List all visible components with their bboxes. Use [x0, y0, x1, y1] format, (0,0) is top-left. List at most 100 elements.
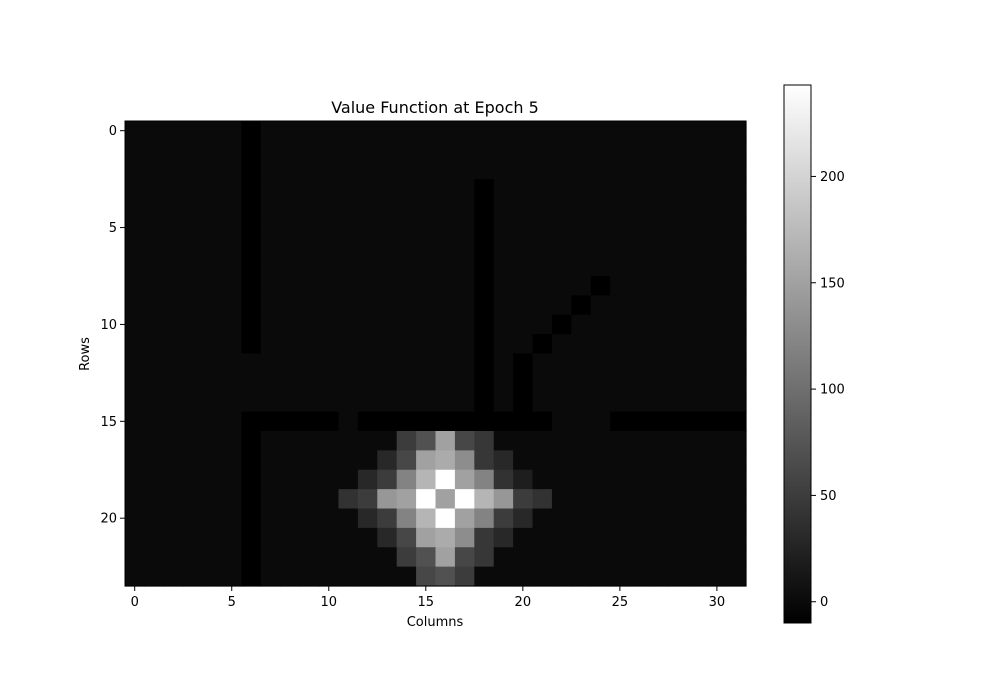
heatmap-cell	[396, 276, 417, 296]
heatmap-cell	[610, 140, 631, 161]
heatmap-cell	[396, 392, 417, 413]
heatmap-cell	[319, 121, 340, 141]
heatmap-cell	[222, 372, 243, 393]
heatmap-cell	[241, 527, 262, 548]
heatmap-cell	[590, 179, 611, 200]
heatmap-cell	[260, 217, 281, 238]
heatmap-cell	[532, 489, 553, 510]
heatmap-cell	[629, 334, 650, 355]
heatmap-cell	[202, 276, 223, 296]
heatmap-cell	[687, 469, 708, 490]
heatmap-cell	[474, 353, 495, 374]
heatmap-cell	[513, 353, 534, 374]
heatmap-cell	[260, 256, 281, 277]
heatmap-cell	[222, 140, 243, 161]
heatmap-cell	[571, 411, 592, 432]
heatmap-cell	[377, 334, 398, 355]
heatmap-cell	[668, 508, 689, 529]
heatmap-cell	[707, 121, 728, 141]
heatmap-cell	[629, 450, 650, 471]
heatmap-cell	[280, 217, 301, 238]
heatmap-cell	[183, 237, 204, 258]
heatmap-cell	[416, 237, 437, 258]
heatmap-cell	[668, 547, 689, 568]
heatmap-cell	[590, 431, 611, 451]
heatmap-cell	[629, 489, 650, 510]
heatmap-cell	[338, 217, 359, 238]
heatmap-cell	[726, 256, 747, 277]
heatmap-cell	[280, 237, 301, 258]
heatmap-cell	[202, 431, 223, 451]
heatmap-cell	[163, 179, 184, 200]
heatmap-cell	[493, 334, 514, 355]
heatmap-cell	[396, 159, 417, 180]
heatmap-cell	[454, 450, 475, 471]
heatmap-cell	[183, 527, 204, 548]
heatmap-cell	[648, 276, 669, 296]
heatmap-cell	[338, 392, 359, 413]
heatmap-cell	[299, 276, 320, 296]
heatmap-cell	[241, 256, 262, 277]
heatmap-cell	[726, 547, 747, 568]
heatmap-cell	[280, 314, 301, 335]
heatmap-cell	[202, 179, 223, 200]
heatmap-cell	[377, 469, 398, 490]
x-tick-label: 10	[320, 595, 337, 610]
heatmap-cell	[687, 237, 708, 258]
heatmap-cell	[377, 392, 398, 413]
heatmap-cell	[474, 121, 495, 141]
heatmap-cell	[377, 295, 398, 316]
heatmap-cell	[726, 527, 747, 548]
heatmap-cell	[222, 431, 243, 451]
heatmap-cell	[260, 392, 281, 413]
heatmap-cell	[163, 256, 184, 277]
heatmap-cell	[707, 372, 728, 393]
heatmap-cell	[377, 121, 398, 141]
heatmap-cell	[222, 566, 243, 587]
heatmap-cell	[202, 392, 223, 413]
heatmap-cell	[435, 256, 456, 277]
heatmap-cell	[125, 256, 146, 277]
heatmap-cell	[319, 295, 340, 316]
heatmap-cell	[416, 256, 437, 277]
heatmap-cell	[163, 411, 184, 432]
heatmap-cell	[163, 527, 184, 548]
heatmap-cell	[280, 431, 301, 451]
heatmap-cell	[493, 353, 514, 374]
heatmap-cell	[532, 237, 553, 258]
heatmap-cell	[454, 159, 475, 180]
heatmap-cell	[707, 334, 728, 355]
heatmap-cell	[338, 198, 359, 219]
heatmap-cell	[513, 217, 534, 238]
heatmap-cell	[396, 372, 417, 393]
heatmap-cell	[648, 469, 669, 490]
heatmap-cell	[610, 276, 631, 296]
heatmap-cell	[629, 547, 650, 568]
heatmap-cell	[590, 198, 611, 219]
heatmap-cell	[707, 566, 728, 587]
heatmap-cell	[144, 314, 165, 335]
heatmap-cell	[668, 217, 689, 238]
heatmap-cell	[454, 237, 475, 258]
heatmap-cell	[493, 179, 514, 200]
heatmap-cell	[396, 489, 417, 510]
heatmap-cell	[377, 489, 398, 510]
heatmap-cell	[299, 547, 320, 568]
heatmap-cell	[629, 372, 650, 393]
heatmap-cell	[377, 372, 398, 393]
heatmap-cell	[590, 450, 611, 471]
heatmap-cell	[551, 314, 572, 335]
heatmap-cell	[319, 508, 340, 529]
heatmap-cell	[319, 392, 340, 413]
heatmap-cell	[357, 469, 378, 490]
x-axis-ticks: 0 5 10 15 20 25 30	[131, 586, 725, 610]
y-tick-label: 5	[109, 221, 117, 236]
heatmap-cell	[183, 256, 204, 277]
heatmap-cell	[648, 431, 669, 451]
heatmap-cell	[648, 140, 669, 161]
heatmap-cell	[183, 547, 204, 568]
heatmap-cell	[687, 140, 708, 161]
heatmap-cell	[571, 198, 592, 219]
heatmap-cell	[299, 179, 320, 200]
heatmap-cell	[319, 334, 340, 355]
